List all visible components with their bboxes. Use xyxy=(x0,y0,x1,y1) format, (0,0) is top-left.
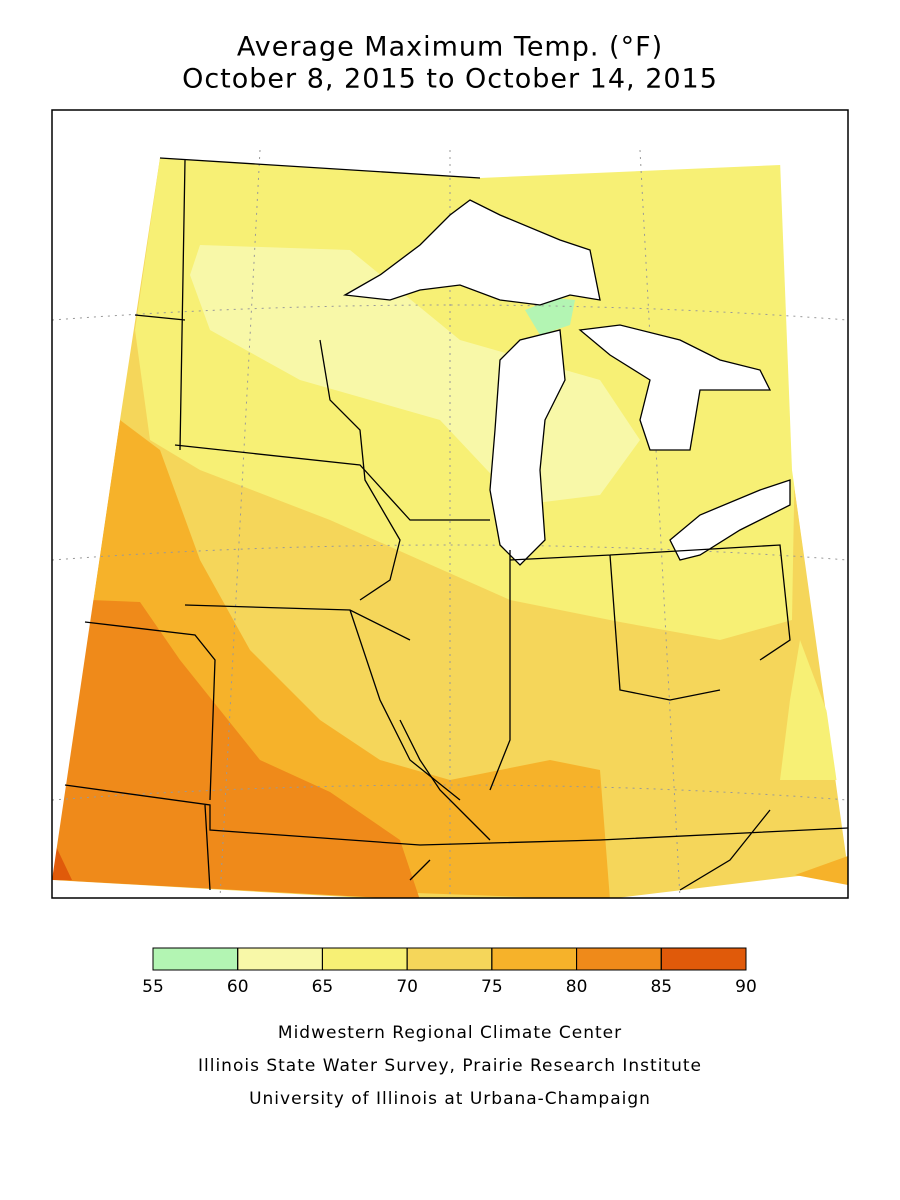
legend-tick-label: 90 xyxy=(735,977,757,997)
no-data xyxy=(52,880,366,898)
legend-swatch xyxy=(321,947,408,971)
legend-swatch xyxy=(406,947,493,971)
credit: Illinois State Water Survey, Prairie Res… xyxy=(198,1056,702,1076)
legend-tick-label: 85 xyxy=(650,977,672,997)
legend-swatch xyxy=(237,947,323,971)
lake-michigan xyxy=(489,329,566,566)
lake-erie xyxy=(669,479,791,561)
graticule xyxy=(52,149,848,898)
legend-swatch xyxy=(576,947,662,971)
no-data xyxy=(52,110,848,178)
zone-80-85 xyxy=(52,600,420,898)
legend-tick-label: 70 xyxy=(396,977,418,997)
map-frame xyxy=(51,109,849,899)
zone-55-60 xyxy=(525,298,575,335)
legend-tick-label: 80 xyxy=(566,977,588,997)
zone-75-80 xyxy=(795,856,848,885)
legend-tick-label: 75 xyxy=(481,977,503,997)
legend-swatch xyxy=(491,947,578,971)
no-data xyxy=(52,420,120,880)
legend: 55 60 65 70 75 80 85 90 xyxy=(142,947,757,997)
legend-tick-label: 55 xyxy=(142,977,164,997)
temperature-map xyxy=(51,109,849,899)
title: Average Maximum Temp. (°F) xyxy=(237,32,663,63)
no-data xyxy=(780,160,848,860)
zone-85-90 xyxy=(52,838,72,880)
legend-swatch xyxy=(660,947,747,971)
legend-tick-label: 60 xyxy=(227,977,249,997)
lake-superior xyxy=(342,199,601,306)
legend-tick-label: 65 xyxy=(312,977,334,997)
lake-huron xyxy=(578,324,772,451)
subtitle: October 8, 2015 to October 14, 2015 xyxy=(182,64,718,95)
zone-65-70 xyxy=(780,640,840,780)
legend-swatch xyxy=(152,947,239,971)
credit: Midwestern Regional Climate Center xyxy=(278,1023,622,1043)
credit: University of Illinois at Urbana-Champai… xyxy=(249,1089,651,1109)
